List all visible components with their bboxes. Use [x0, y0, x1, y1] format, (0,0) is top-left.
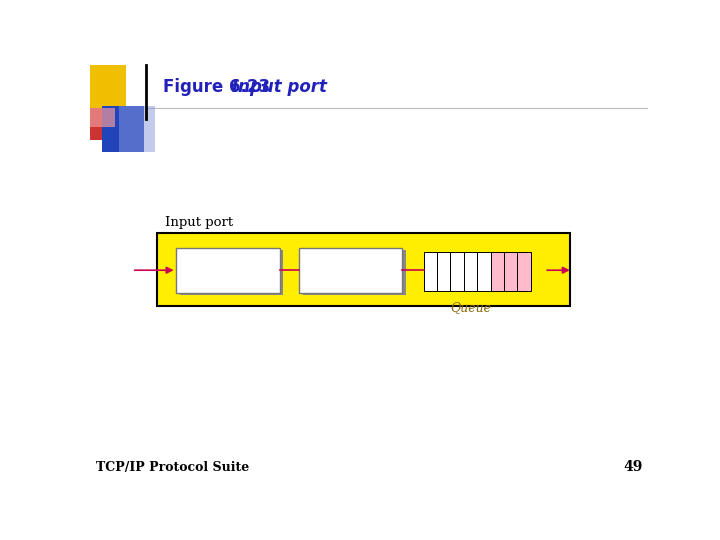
Text: Data link layer: Data link layer [304, 256, 397, 269]
Bar [518, 252, 531, 291]
Text: Queue: Queue [450, 301, 491, 314]
Bar [464, 252, 477, 291]
Bar [437, 252, 451, 291]
Text: TCP/IP Protocol Suite: TCP/IP Protocol Suite [96, 461, 249, 474]
Text: Input port: Input port [166, 216, 233, 229]
Bar [504, 252, 518, 291]
Bar [90, 109, 121, 140]
Bar [423, 252, 437, 291]
Text: processor: processor [197, 273, 259, 286]
Text: Figure 6.23: Figure 6.23 [163, 78, 270, 96]
Bar [490, 252, 504, 291]
Text: processor: processor [320, 273, 382, 286]
Bar [157, 233, 570, 306]
Text: Physical layer: Physical layer [184, 256, 272, 269]
Bar [90, 109, 115, 127]
Bar [176, 248, 280, 293]
Bar [119, 106, 156, 152]
Bar [90, 65, 126, 119]
Bar [300, 248, 402, 293]
Bar [477, 252, 490, 291]
Text: Input port: Input port [233, 78, 328, 96]
Bar [180, 250, 283, 295]
Bar [302, 250, 406, 295]
Bar [451, 252, 464, 291]
Bar [102, 106, 144, 152]
Text: 49: 49 [623, 461, 642, 474]
